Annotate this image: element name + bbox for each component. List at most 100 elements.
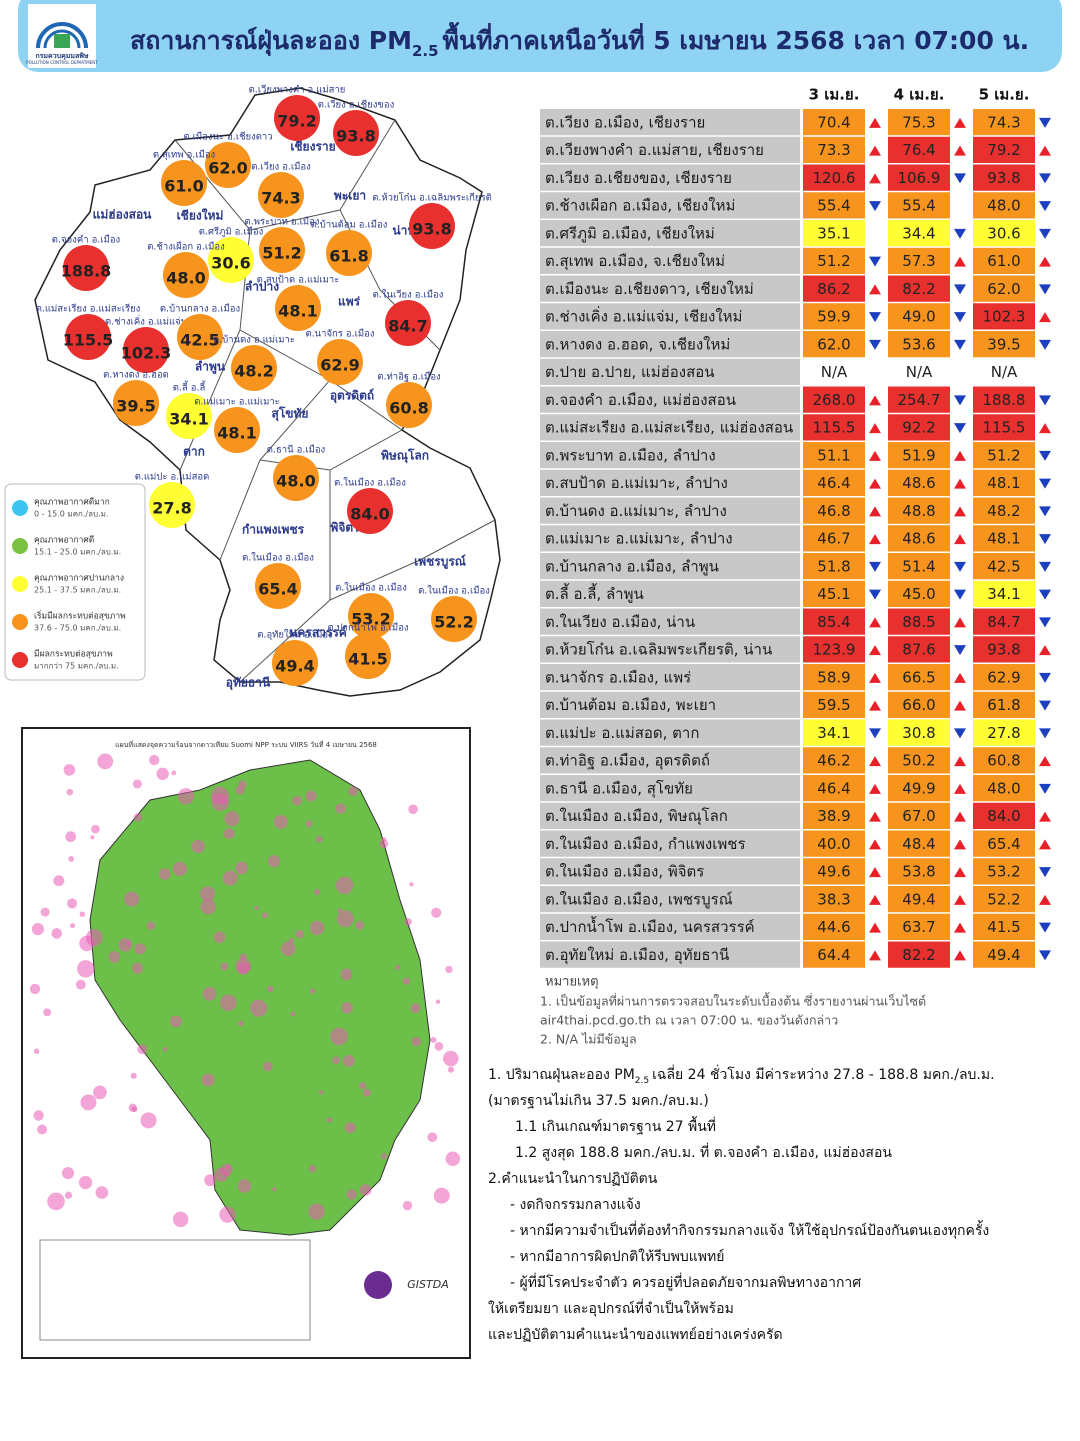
- cell-value: 48.0: [987, 197, 1020, 215]
- station-name: ต.อุทัยใหม่ อ.เมือง, อุทัยธานี: [545, 946, 729, 965]
- province-label: แพร่: [338, 295, 361, 309]
- value-cell: [888, 802, 950, 829]
- marker-label: ต.เมืองนะ อ.เชียงดาว: [183, 131, 272, 143]
- value-cell: [803, 913, 865, 940]
- row-label-bg: [540, 442, 800, 469]
- station-name: ต.เวียงพางคำ อ.แม่สาย, เชียงราย: [545, 141, 764, 159]
- hotspot: [404, 918, 412, 926]
- value-cell: [803, 775, 865, 802]
- hotspot: [200, 886, 216, 902]
- hotspot: [80, 1094, 97, 1111]
- trend-arrow-down: [1039, 950, 1051, 961]
- hotspot: [159, 868, 171, 880]
- cell-value: 51.2: [817, 252, 850, 270]
- hotspot: [411, 1036, 421, 1047]
- value-cell: [973, 858, 1035, 885]
- hotspot: [355, 920, 365, 930]
- marker-value: 34.1: [169, 410, 208, 429]
- hotspot: [214, 1167, 229, 1182]
- hotspot: [220, 962, 229, 971]
- trend-arrow-up: [954, 894, 966, 905]
- station-name: ต.ในเมือง อ.เมือง, เพชรบูรณ์: [545, 890, 733, 908]
- value-cell: [973, 247, 1035, 274]
- station-name: ต.หางดง อ.ฮอด, จ.เชียงใหม่: [545, 335, 730, 353]
- marker-label: ต.เวียง อ.เมือง: [251, 161, 311, 173]
- value-cell: [888, 719, 950, 746]
- cell-value: 82.2: [902, 946, 935, 964]
- value-cell: [888, 525, 950, 552]
- value-cell: [803, 830, 865, 857]
- trend-arrow-down: [869, 561, 881, 572]
- cell-value: 41.5: [987, 918, 1020, 936]
- map-marker: [273, 455, 319, 501]
- hotspot: [346, 1189, 357, 1200]
- legend-swatch: [12, 576, 28, 592]
- trend-arrow-up: [869, 811, 881, 822]
- cell-value: 70.4: [817, 113, 850, 131]
- trend-arrow-down: [869, 589, 881, 600]
- cell-value: 66.5: [902, 668, 935, 686]
- cell-value: 75.3: [902, 113, 935, 131]
- marker-value: 84.0: [350, 505, 389, 524]
- station-name: ต.ท่าอิฐ อ.เมือง, อุตรดิตถ์: [545, 752, 710, 771]
- trend-arrow-down: [1039, 867, 1051, 878]
- summary-line: - หากมีความจำเป็นที่ต้องทำกิจกรรมกลางแจ้…: [510, 1220, 989, 1239]
- value-cell: [973, 109, 1035, 136]
- row-label-bg: [540, 941, 800, 968]
- province-label: นครสวรรค์: [289, 626, 347, 640]
- province-label: เชียงราย: [290, 140, 335, 154]
- cell-value: 51.4: [902, 557, 935, 575]
- station-name: ต.ช่างเคิ่ง อ.แม่แจ่ม, เชียงใหม่: [545, 306, 742, 326]
- hotspot: [238, 1020, 244, 1027]
- hotspot: [37, 1124, 48, 1135]
- marker-value: 74.3: [261, 189, 300, 208]
- summary-line: - งดกิจกรรมกลางแจ้ง: [510, 1197, 641, 1213]
- hotspot: [29, 983, 41, 995]
- map-marker: [123, 327, 169, 373]
- trend-arrow-down: [1039, 534, 1051, 545]
- hotspot: [305, 820, 313, 828]
- legend-box: [4, 483, 146, 681]
- trend-arrow-up: [1039, 423, 1051, 434]
- value-cell: [888, 442, 950, 469]
- marker-value: 60.8: [389, 399, 428, 418]
- map-marker: [65, 314, 111, 360]
- value-cell: [888, 886, 950, 913]
- hotspot: [97, 753, 114, 770]
- trend-arrow-up: [954, 672, 966, 683]
- value-cell: [973, 941, 1035, 968]
- hotspot: [131, 962, 144, 974]
- cell-value: 51.2: [987, 446, 1020, 464]
- legend-range: 25.1 - 37.5 มคก./ลบ.ม.: [34, 586, 121, 595]
- province-label: อุตรดิตถ์: [330, 389, 374, 404]
- hotspot: [235, 861, 249, 875]
- cell-value: 46.8: [817, 502, 850, 520]
- page-title: สถานการณ์ฝุ่นละออง PM2.5 พื้นที่ภาคเหนือว…: [130, 21, 1029, 60]
- hotspot: [341, 1002, 353, 1014]
- trend-arrow-down: [869, 312, 881, 323]
- trend-arrow-down: [1039, 700, 1051, 711]
- value-cell: [973, 386, 1035, 413]
- hotspot: [202, 986, 217, 1001]
- trend-arrow-up: [954, 117, 966, 128]
- value-cell: [973, 775, 1035, 802]
- hotspot: [172, 1211, 189, 1228]
- hotspot: [63, 764, 76, 776]
- marker-value: 188.8: [61, 262, 112, 281]
- marker-label: ต.ช่างเคิ่ง อ.แม่แจ่ม: [105, 315, 187, 328]
- trend-arrow-up: [869, 700, 881, 711]
- trend-arrow-down: [1039, 589, 1051, 600]
- cell-value: 66.0: [902, 696, 935, 714]
- map-marker: [274, 95, 320, 141]
- trend-arrow-up: [1039, 894, 1051, 905]
- marker-label: ต.หางดง อ.ฮอด: [103, 370, 169, 381]
- row-label-bg: [540, 386, 800, 413]
- cell-value: 48.2: [987, 502, 1020, 520]
- trend-arrow-up: [1039, 645, 1051, 656]
- hotspot: [40, 907, 50, 917]
- cell-value: 53.6: [902, 335, 935, 353]
- value-cell: [888, 747, 950, 774]
- value-cell: [888, 414, 950, 441]
- cell-value: 49.9: [902, 779, 935, 797]
